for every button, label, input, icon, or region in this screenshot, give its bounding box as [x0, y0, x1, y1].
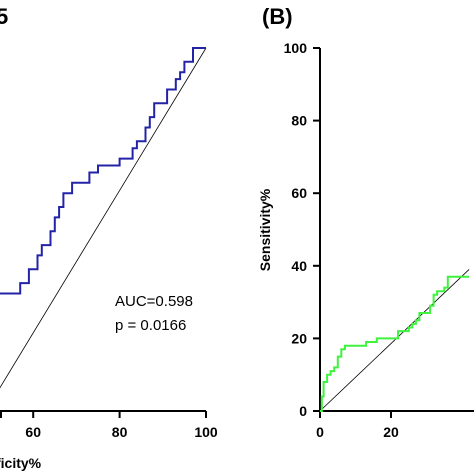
panel-b-y-tick-label: 100: [284, 40, 308, 56]
panel-b-x-tick-label: 0: [316, 424, 324, 440]
panel-a-x-tick-label: 80: [112, 424, 128, 440]
panel-b-y-tick-label: 0: [299, 403, 307, 419]
panel-b-y-tick-label: 80: [291, 113, 307, 129]
panel-b-x-tick-label: 20: [383, 424, 399, 440]
panel-a: 5 60 80 100 AUC=0.598 p = 0.0166 ficity%: [0, 4, 218, 471]
panel-b-y-tick-label: 20: [291, 330, 307, 346]
panel-b-y-tick-label: 40: [291, 258, 307, 274]
panel-a-x-ticks: 60 80 100: [0, 411, 218, 440]
panel-a-roc-curve: [0, 47, 206, 295]
panel-b-roc-curve: [320, 275, 470, 412]
auc-annotation: AUC=0.598: [115, 293, 193, 310]
p-value-annotation: p = 0.0166: [115, 317, 186, 334]
panel-a-x-tick-label: 60: [25, 424, 41, 440]
panel-b: (B) 0 20 40 60 80 100 0 20 Sensitivity%: [257, 4, 474, 440]
panel-a-reference-line: [0, 47, 207, 389]
panel-b-y-ticks: 0 20 40 60 80 100: [284, 40, 320, 419]
panel-a-label: 5: [0, 4, 8, 29]
panel-b-y-tick-label: 60: [291, 185, 307, 201]
panel-a-x-tick-label: 100: [194, 424, 218, 440]
panel-b-label: (B): [262, 4, 293, 29]
panel-b-reference-line: [319, 269, 470, 412]
panel-a-x-axis-title: ficity%: [0, 455, 42, 471]
panel-b-x-ticks: 0 20: [316, 411, 399, 440]
panel-b-y-axis-title: Sensitivity%: [257, 188, 273, 271]
